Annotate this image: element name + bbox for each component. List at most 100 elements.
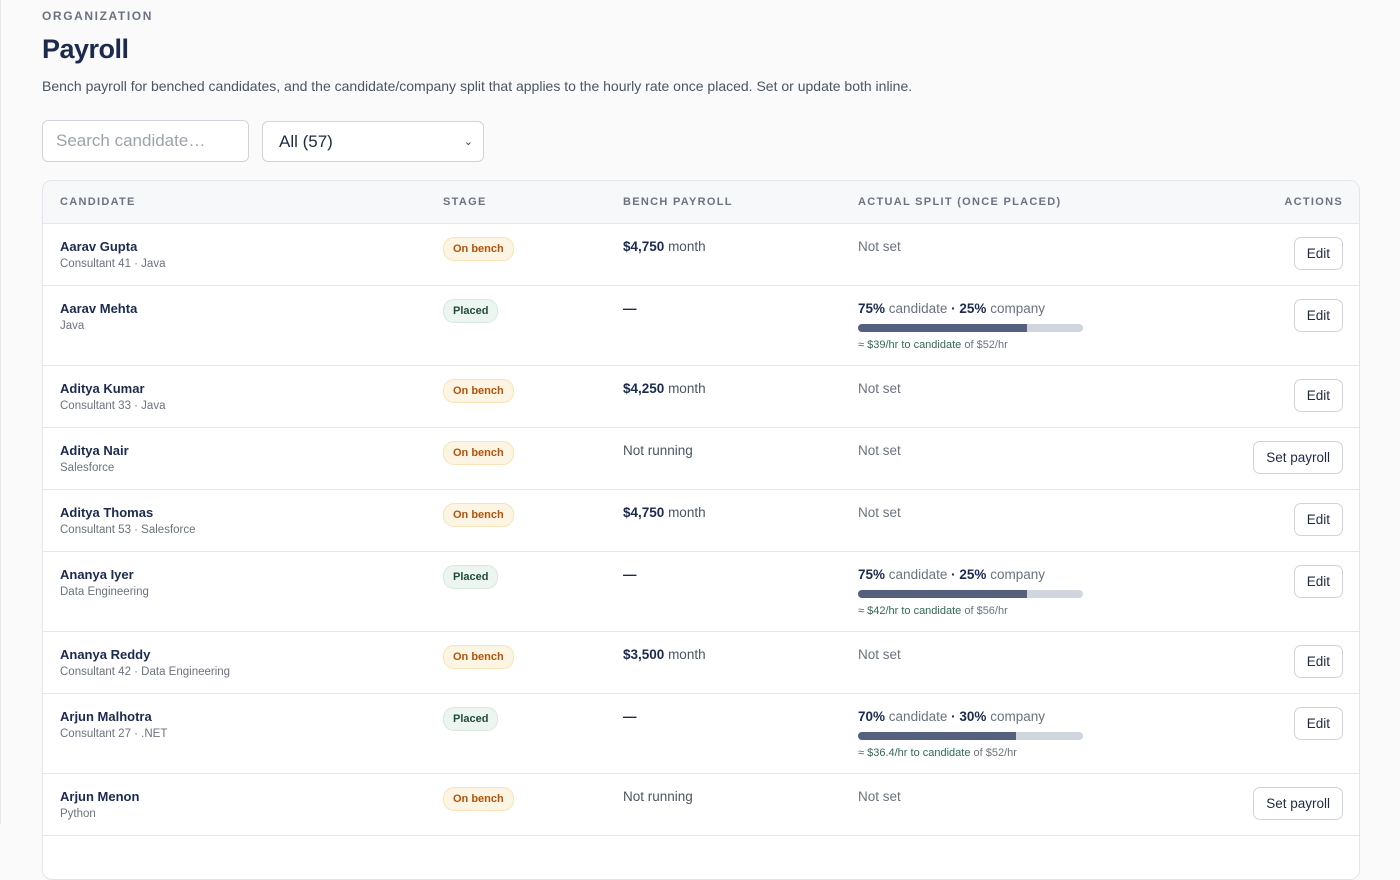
candidate-name: Ananya Reddy [60,647,151,662]
column-header-stage: STAGE [443,196,487,208]
split-hint-rate: of $52/hr [964,339,1008,351]
left-border [0,0,1,824]
table-row: Ananya Reddy Consultant 42 · Data Engine… [43,632,1359,694]
bench-payroll-value: — [623,567,637,582]
candidate-subtitle: Consultant 33 · Java [60,400,166,412]
bench-payroll-unit: month [668,381,706,396]
page-description: Bench payroll for benched candidates, an… [42,78,913,94]
table-row: Aditya Thomas Consultant 53 · Salesforce… [43,490,1359,552]
bench-payroll-value: $4,750 month [623,505,706,520]
bench-payroll-status: Not running [623,789,693,804]
split-status: Not set [858,505,901,520]
split-status: Not set [858,647,901,662]
bench-payroll-value: — [623,301,637,316]
chevron-down-icon: ⌄ [463,136,473,148]
split-hint-amount: ≈ $39/hr to candidate [858,339,962,351]
split-progress-fill [858,590,1027,598]
split-candidate-label: candidate [888,301,948,316]
bench-payroll-value: $4,750 month [623,239,706,254]
bench-payroll-status: Not running [623,443,693,458]
bench-payroll-amount: — [623,301,637,316]
split-company-pct: 30% [959,709,987,724]
split-hint-amount: ≈ $36.4/hr to candidate [858,747,971,759]
bench-payroll-value: $3,500 month [623,647,706,662]
stage-badge: Placed [443,707,499,731]
split-hint-rate: of $52/hr [973,747,1017,759]
set-payroll-button[interactable]: Set payroll [1253,441,1343,474]
column-header-candidate: CANDIDATE [60,196,136,208]
split-progress-bar [858,590,1083,598]
split-summary: 75% candidate · 25% company [858,301,1045,316]
split-status: Not set [858,789,901,804]
split-separator: · [951,301,956,316]
edit-button[interactable]: Edit [1293,645,1343,678]
payroll-table: CANDIDATE STAGE BENCH PAYROLL ACTUAL SPL… [42,180,1360,880]
section-eyebrow: ORGANIZATION [42,9,153,23]
candidate-subtitle: Consultant 27 · .NET [60,728,168,740]
set-payroll-button[interactable]: Set payroll [1253,787,1343,820]
table-row: Aditya Nair Salesforce On bench Not runn… [43,428,1359,490]
split-status: Not set [858,381,901,396]
candidate-name: Aditya Thomas [60,505,154,520]
split-status: Not set [858,443,901,458]
bench-payroll-amount: $4,750 [623,505,665,520]
split-summary: 75% candidate · 25% company [858,567,1045,582]
page-title: Payroll [42,34,129,64]
bench-payroll-amount: $3,500 [623,647,665,662]
split-candidate-pct: 70% [858,709,886,724]
bench-payroll-amount: $4,250 [623,381,665,396]
candidate-name: Aarav Mehta [60,301,138,316]
stage-filter-select[interactable]: All (57) ⌄ [262,121,484,162]
split-separator: · [951,567,956,582]
bench-payroll-value: — [623,709,637,724]
search-input[interactable] [42,120,249,162]
candidate-subtitle: Python [60,808,96,820]
bench-payroll-amount: — [623,567,637,582]
candidate-subtitle: Consultant 42 · Data Engineering [60,666,231,678]
candidate-name: Aditya Nair [60,443,129,458]
edit-button[interactable]: Edit [1293,503,1343,536]
column-header-actions: ACTIONS [1284,196,1343,208]
candidate-subtitle: Data Engineering [60,586,149,598]
stage-badge: On bench [443,787,514,811]
table-row: Aarav Mehta Java Placed — 75% candidate … [43,286,1359,366]
candidate-name: Arjun Menon [60,789,140,804]
edit-button[interactable]: Edit [1293,379,1343,412]
table-row: Aarav Gupta Consultant 41 · Java On benc… [43,224,1359,286]
split-hourly-hint: ≈ $42/hr to candidate of $56/hr [858,605,1008,617]
split-company-pct: 25% [959,567,987,582]
split-hourly-hint: ≈ $39/hr to candidate of $52/hr [858,339,1008,351]
split-hourly-hint: ≈ $36.4/hr to candidate of $52/hr [858,747,1017,759]
stage-badge: Placed [443,565,499,589]
edit-button[interactable]: Edit [1293,237,1343,270]
column-header-actual-split: ACTUAL SPLIT (ONCE PLACED) [858,196,1062,208]
stage-badge: On bench [443,379,514,403]
candidate-subtitle: Salesforce [60,462,115,474]
candidate-subtitle: Consultant 41 · Java [60,258,166,270]
table-row: Aditya Kumar Consultant 33 · Java On ben… [43,366,1359,428]
split-candidate-label: candidate [888,709,948,724]
candidate-name: Ananya Iyer [60,567,134,582]
edit-button[interactable]: Edit [1293,299,1343,332]
table-row: Arjun Menon Python On bench Not running … [43,774,1359,836]
stage-badge: On bench [443,441,514,465]
stage-badge: On bench [443,237,514,261]
column-header-bench-payroll: BENCH PAYROLL [623,196,733,208]
split-progress-fill [858,324,1027,332]
bench-payroll-value: $4,250 month [623,381,706,396]
table-row: Ananya Iyer Data Engineering Placed — 75… [43,552,1359,632]
split-progress-bar [858,732,1083,740]
stage-filter-value: All (57) [279,131,333,151]
table-body: Aarav Gupta Consultant 41 · Java On benc… [43,224,1359,836]
candidate-name: Arjun Malhotra [60,709,152,724]
bench-payroll-unit: month [668,647,706,662]
candidate-subtitle: Consultant 53 · Salesforce [60,524,196,536]
bench-payroll-amount: $4,750 [623,239,665,254]
split-separator: · [951,709,956,724]
stage-badge: Placed [443,299,499,323]
edit-button[interactable]: Edit [1293,565,1343,598]
split-company-pct: 25% [959,301,987,316]
edit-button[interactable]: Edit [1293,707,1343,740]
split-summary: 70% candidate · 30% company [858,709,1045,724]
bench-payroll-amount: — [623,709,637,724]
